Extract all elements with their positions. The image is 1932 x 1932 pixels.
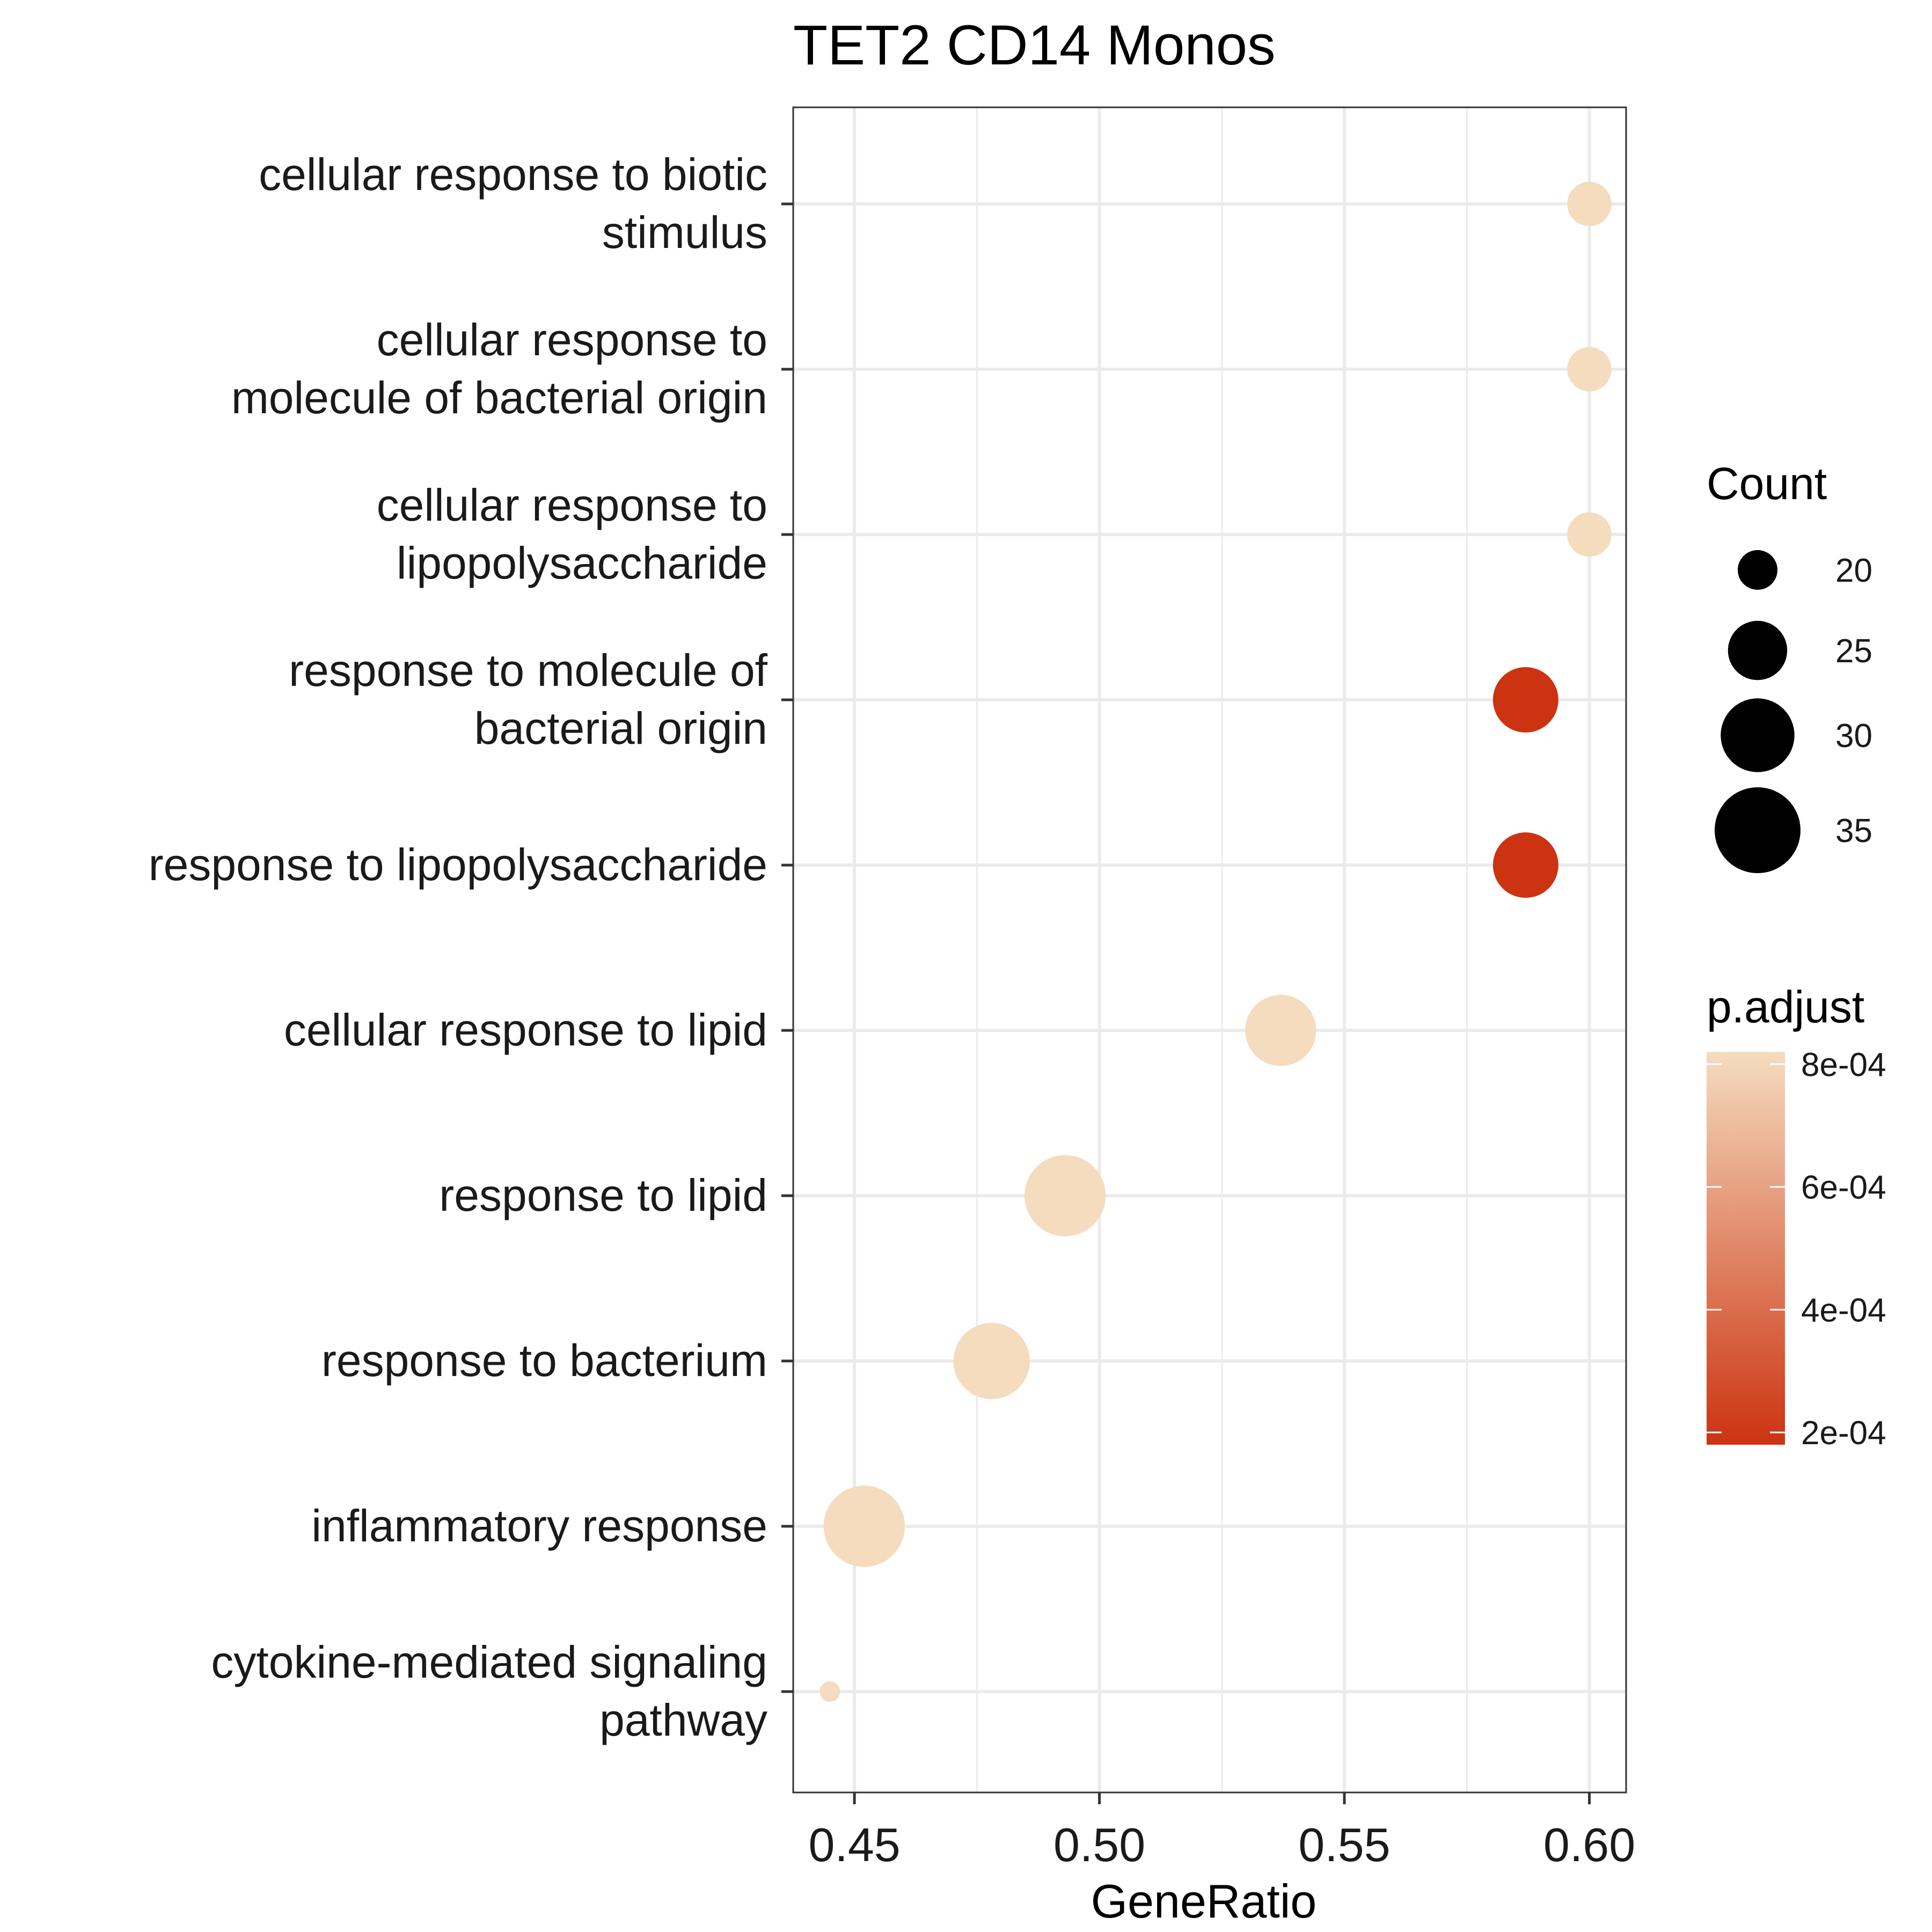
- size-legend-title: Count: [1707, 458, 1827, 509]
- y-tick-label: stimulus: [602, 207, 767, 258]
- y-tick-label: cytokine-mediated signaling: [211, 1637, 767, 1687]
- size-legend-key: [1728, 620, 1788, 680]
- y-tick-label: cellular response to biotic: [259, 149, 767, 200]
- size-legend-label: 25: [1835, 633, 1872, 670]
- x-axis: 0.45 0.50 0.55 0.60: [808, 1792, 1635, 1871]
- x-tick-label: 0.55: [1298, 1818, 1390, 1871]
- data-point: [1024, 1155, 1106, 1236]
- size-legend-key: [1721, 698, 1795, 772]
- size-legend-label: 20: [1835, 552, 1872, 589]
- y-tick-label: response to bacterium: [321, 1335, 767, 1386]
- color-legend-title: p.adjust: [1707, 982, 1864, 1032]
- count-size-legend: Count 20 25 30 35: [1707, 458, 1872, 873]
- plot-background: [793, 107, 1626, 1792]
- chart-title: TET2 CD14 Monos: [793, 14, 1276, 77]
- y-tick-label: inflammatory response: [311, 1501, 767, 1551]
- y-tick-label: response to molecule of: [289, 645, 768, 696]
- data-point: [1567, 347, 1612, 392]
- p-adjust-color-legend: p.adjust 8e-04 6e-04 4e-04 2e-04: [1707, 982, 1886, 1452]
- color-bar-label: 4e-04: [1801, 1292, 1886, 1329]
- size-legend-key: [1715, 787, 1801, 873]
- data-point: [819, 1681, 840, 1702]
- y-tick-label: cellular response to: [377, 480, 767, 530]
- y-tick-label: molecule of bacterial origin: [231, 372, 767, 423]
- y-tick-label: cellular response to: [377, 314, 767, 365]
- y-axis-labels: cellular response to biotic stimulus cellu…: [149, 149, 793, 1745]
- plot-border: [792, 106, 1627, 1794]
- x-tick-label: 0.45: [808, 1818, 900, 1871]
- plot-panel: [792, 106, 1627, 1794]
- size-legend-label: 35: [1835, 813, 1872, 850]
- data-point: [1567, 512, 1612, 557]
- y-tick-label: pathway: [599, 1695, 767, 1745]
- color-bar-label: 2e-04: [1801, 1415, 1886, 1452]
- x-axis-title: GeneRatio: [1091, 1875, 1317, 1928]
- data-point: [823, 1485, 905, 1567]
- data-point: [953, 1322, 1030, 1400]
- data-point: [1492, 832, 1558, 898]
- data-point: [1492, 667, 1558, 733]
- size-legend-label: 30: [1835, 718, 1872, 755]
- y-tick-label: cellular response to lipid: [284, 1005, 767, 1055]
- y-tick-label: response to lipid: [439, 1170, 767, 1220]
- x-tick-label: 0.50: [1053, 1818, 1145, 1871]
- y-tick-label: lipopolysaccharide: [397, 538, 767, 588]
- color-bar: [1707, 1052, 1785, 1445]
- color-bar-label: 6e-04: [1801, 1169, 1886, 1206]
- data-point: [1245, 994, 1316, 1066]
- size-legend-key: [1738, 550, 1777, 590]
- y-tick-label: response to lipopolysaccharide: [149, 839, 767, 890]
- color-bar-label: 8e-04: [1801, 1046, 1886, 1084]
- x-tick-label: 0.60: [1543, 1818, 1635, 1871]
- data-point: [1567, 181, 1612, 226]
- y-tick-label: bacterial origin: [474, 703, 767, 753]
